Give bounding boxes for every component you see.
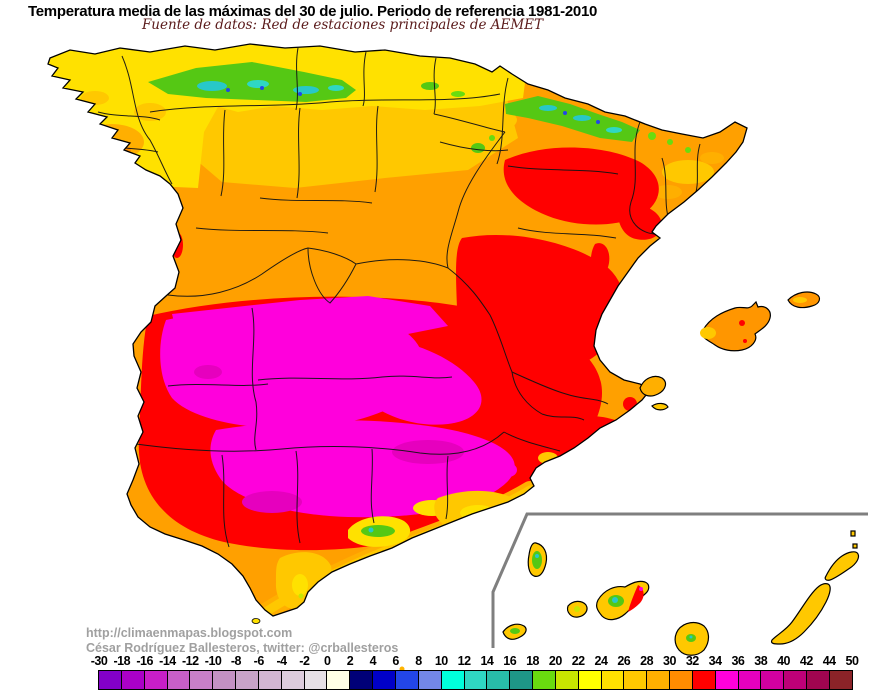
- legend-color-cell: [395, 671, 419, 689]
- legend-tick: 30: [663, 654, 676, 668]
- legend-color-cell: [327, 671, 351, 689]
- legend-color-cell: [281, 671, 305, 689]
- legend-color-cell: [167, 671, 191, 689]
- legend-tick: -12: [181, 654, 199, 668]
- legend-color-cell: [99, 671, 122, 689]
- temperature-patches: [48, 44, 724, 616]
- legend-color-cell: [236, 671, 259, 689]
- legend-color-cell: [350, 671, 374, 689]
- canary-islands: [502, 530, 860, 656]
- canary-inset-border: [491, 512, 868, 648]
- legend-color-cell: [761, 671, 785, 689]
- legend-color-cell: [533, 671, 556, 689]
- legend-tick: 32: [685, 654, 699, 668]
- legend-color-cell: [715, 671, 739, 689]
- legend-tick: 24: [594, 654, 608, 668]
- legend-tick: 16: [503, 654, 517, 668]
- legend-tick: 12: [457, 654, 471, 668]
- legend-color-cell: [144, 671, 168, 689]
- legend-tick: 50: [845, 654, 859, 668]
- legend-tick: -6: [253, 654, 265, 668]
- legend-tick: 8: [415, 654, 422, 668]
- legend-color-cell: [692, 671, 716, 689]
- legend-tick: 22: [571, 654, 585, 668]
- legend-tick: -16: [136, 654, 153, 668]
- legend-color-cell: [555, 671, 579, 689]
- legend-color-cell: [213, 671, 237, 689]
- legend-tick: 4: [369, 654, 377, 668]
- legend-color-cell: [510, 671, 534, 689]
- legend-tick: -4: [276, 654, 287, 668]
- legend-tick: -2: [299, 654, 310, 668]
- attribution-author: César Rodríguez Ballesteros, twitter: @c…: [86, 641, 399, 655]
- legend-tick: 20: [548, 654, 562, 668]
- legend-tick: 10: [434, 654, 448, 668]
- legend-color-cell: [190, 671, 214, 689]
- legend-tick: 6: [392, 654, 399, 668]
- legend-color-cell: [738, 671, 762, 689]
- legend-tick: 40: [777, 654, 790, 668]
- legend-color-bar: [98, 670, 853, 690]
- legend-color-cell: [647, 671, 671, 689]
- balearic-islands: [639, 291, 821, 411]
- legend-tick: 2: [346, 654, 354, 668]
- legend-color-cell: [784, 671, 808, 689]
- legend-tick: 0: [323, 654, 331, 668]
- legend-color-cell: [807, 671, 830, 689]
- attribution-url: http://climaenmapas.blogspot.com: [86, 626, 293, 640]
- legend-tick: 18: [526, 654, 539, 668]
- data-source-subtitle: Fuente de datos: Red de estaciones princ…: [141, 17, 544, 33]
- temperature-scale-legend: -30 -18 -16 -14 -12 -10 -8 -6 -4 -2 0 2 4 6 8 10 12 14 16 1…: [91, 654, 859, 690]
- legend-color-cell: [830, 671, 852, 689]
- legend-tick: 28: [640, 654, 654, 668]
- legend-tick: 42: [799, 654, 813, 668]
- attribution: http://climaenmapas.blogspot.com César R…: [86, 626, 398, 656]
- legend-tick: 26: [617, 654, 631, 668]
- legend-color-cell: [258, 671, 282, 689]
- legend-tick: -30: [90, 654, 108, 668]
- legend-tick: 44: [822, 654, 836, 668]
- legend-tick: -10: [204, 654, 222, 668]
- legend-tick: -8: [230, 654, 242, 668]
- legend-color-cell: [304, 671, 328, 689]
- legend-color-cell: [441, 671, 465, 689]
- legend-color-cell: [624, 671, 648, 689]
- legend-tick: 36: [731, 654, 745, 668]
- legend-color-cell: [670, 671, 693, 689]
- legend-tick: -18: [113, 654, 131, 668]
- legend-color-cell: [121, 671, 145, 689]
- legend-tick: -14: [159, 654, 176, 668]
- legend-tick: 14: [480, 654, 494, 668]
- ceuta-islet: [251, 618, 261, 624]
- legend-color-cell: [487, 671, 511, 689]
- legend-color-cell: [601, 671, 625, 689]
- legend-tick: 38: [754, 654, 768, 668]
- legend-tick-labels: -30 -18 -16 -14 -12 -10 -8 -6 -4 -2 0 2 4 6 8 10 12 14 16 1…: [91, 654, 859, 670]
- legend-color-cell: [373, 671, 396, 689]
- legend-color-cell: [418, 671, 442, 689]
- legend-color-cell: [464, 671, 488, 689]
- page-title: Temperatura media de las máximas del 30 …: [28, 3, 598, 20]
- province-borders: [91, 47, 701, 548]
- legend-color-cell: [578, 671, 602, 689]
- legend-tick: 34: [708, 654, 722, 668]
